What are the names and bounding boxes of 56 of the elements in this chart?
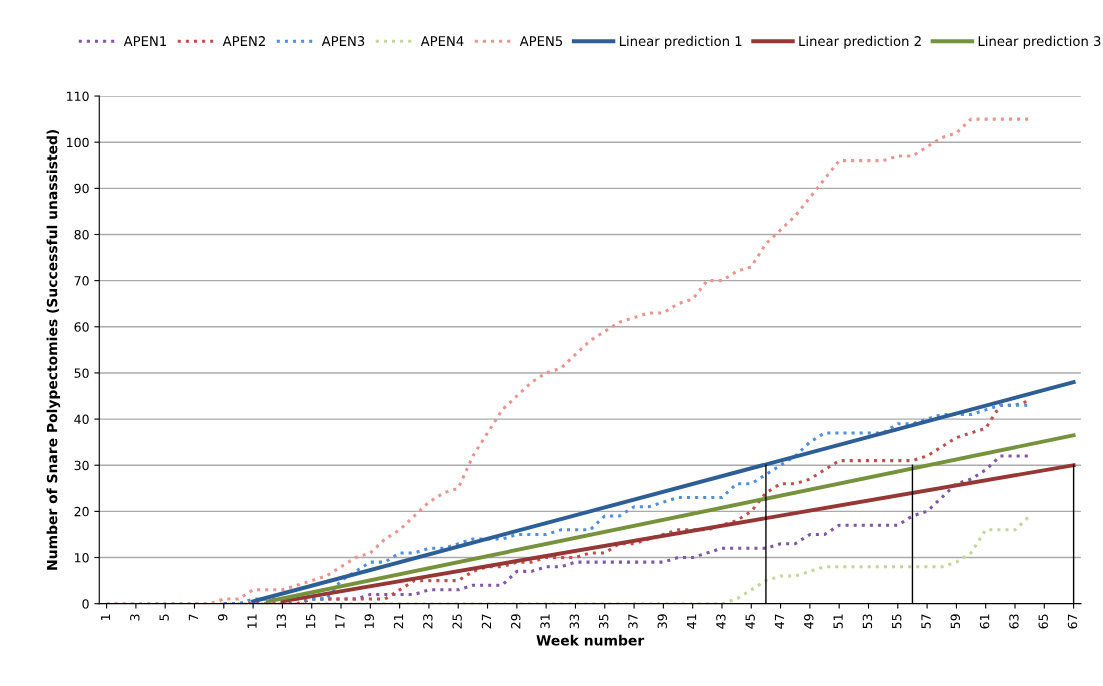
x-axis-title: Week number (536, 634, 645, 646)
y-tick-label: 100 (67, 137, 89, 148)
x-tick-label: 41 (687, 614, 697, 629)
x-tick-label: 45 (745, 614, 755, 629)
x-tick-label: 21 (393, 614, 404, 629)
x-tick-label: 19 (364, 614, 374, 628)
x-tick-label: 17 (335, 614, 345, 628)
legend-label: Linear prediction 3 (978, 35, 1101, 49)
x-tick-label: 35 (598, 614, 609, 629)
x-tick-label: 23 (423, 614, 433, 629)
legend-label: APEN3 (321, 36, 365, 47)
y-tick-label: 10 (75, 553, 89, 563)
x-tick-label: 27 (481, 614, 491, 629)
x-tick-label: 59 (950, 614, 961, 629)
x-tick-label: 37 (628, 614, 638, 629)
x-tick-label: 25 (452, 614, 462, 629)
y-axis-title: Number of Snare Polypectomies (Successful unassisted) (46, 129, 61, 570)
x-tick-label: 7 (188, 614, 198, 621)
legend-label: APEN1 (123, 36, 167, 46)
x-tick-label: 9 (217, 614, 228, 621)
x-tick-label: 65 (1038, 614, 1048, 629)
x-tick-label: 31 (540, 614, 550, 629)
y-tick-label: 30 (74, 460, 89, 471)
x-tick-label: 55 (892, 614, 902, 629)
y-tick-label: 20 (74, 506, 89, 517)
legend-label: APEN5 (519, 36, 563, 47)
y-tick-label: 50 (74, 368, 89, 378)
x-tick-label: 43 (716, 614, 726, 629)
legend-label: Linear prediction 2 (799, 35, 921, 49)
y-tick-label: 60 (74, 322, 89, 332)
x-tick-label: 63 (1009, 614, 1019, 629)
x-tick-label: 15 (306, 614, 316, 628)
x-tick-label: 67 (1067, 614, 1078, 629)
y-tick-label: 90 (74, 183, 89, 194)
x-tick-label: 29 (511, 614, 521, 629)
legend-label: APEN4 (420, 36, 464, 46)
y-tick-label: 110 (67, 91, 89, 101)
y-tick-label: 0 (82, 599, 89, 609)
x-tick-label: 13 (276, 614, 287, 628)
x-tick-label: 53 (862, 614, 873, 629)
x-tick-label: 47 (774, 614, 785, 629)
x-tick-label: 11 (247, 614, 257, 628)
x-tick-label: 57 (921, 614, 931, 629)
y-tick-label: 70 (74, 276, 89, 286)
x-tick-label: 61 (979, 614, 990, 629)
x-tick-label: 33 (569, 614, 580, 629)
x-tick-label: 39 (657, 614, 667, 629)
x-tick-label: 51 (833, 614, 843, 629)
legend-label: Linear prediction 1 (619, 35, 742, 49)
legend-label: APEN2 (222, 36, 265, 46)
x-tick-label: 1 (100, 614, 111, 620)
y-tick-label: 40 (74, 414, 89, 425)
x-tick-label: 5 (159, 614, 169, 621)
y-tick-label: 80 (74, 229, 89, 240)
x-tick-label: 3 (130, 614, 140, 621)
x-tick-label: 49 (804, 614, 814, 629)
